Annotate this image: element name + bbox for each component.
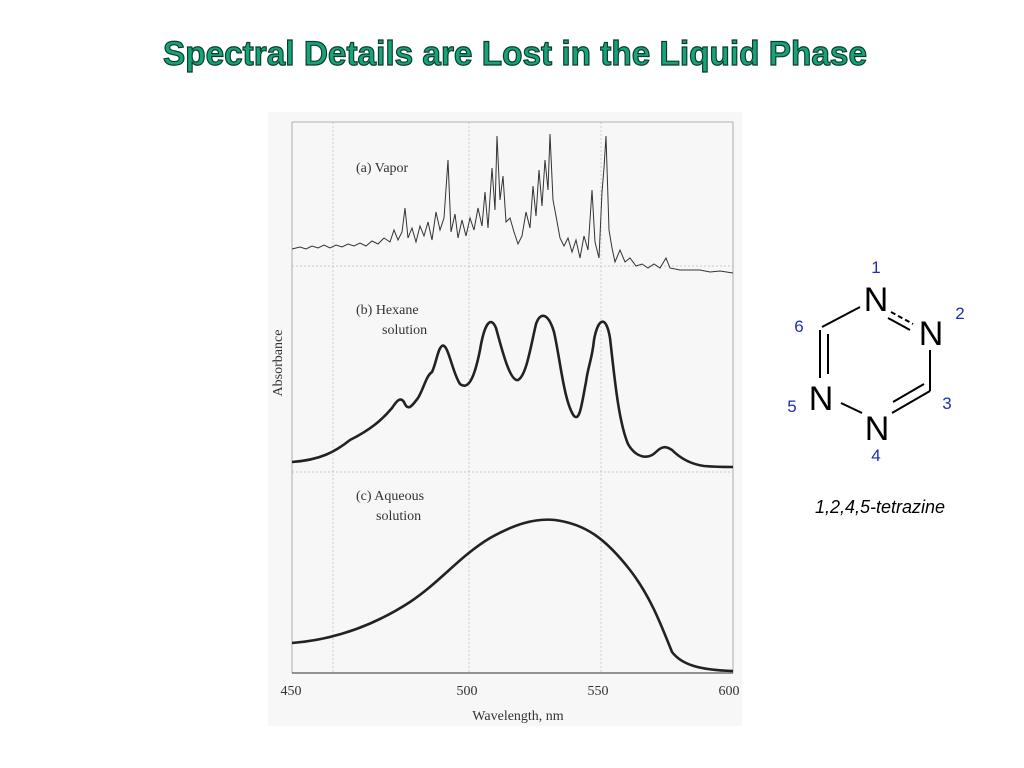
grid bbox=[292, 122, 733, 673]
x-tick-label: 550 bbox=[588, 684, 609, 699]
aqueous-spectrum bbox=[291, 518, 734, 673]
panel-label: solution bbox=[382, 323, 427, 338]
x-axis-label: Wavelength, nm bbox=[472, 709, 564, 724]
x-tick-label: 600 bbox=[719, 684, 740, 699]
panel-label: (a) Vapor bbox=[356, 161, 409, 176]
ring-bonds bbox=[819, 306, 931, 414]
panel-label: (b) Hexane bbox=[356, 303, 419, 318]
position-number: 4 bbox=[871, 446, 880, 465]
position-number: 1 bbox=[871, 258, 880, 277]
figure-frame bbox=[291, 121, 734, 674]
x-tick-label: 450 bbox=[281, 684, 302, 699]
position-number: 2 bbox=[955, 304, 964, 323]
position-number: 6 bbox=[794, 317, 803, 336]
y-axis-label: Absorbance bbox=[271, 330, 286, 397]
panel-label: solution bbox=[376, 509, 421, 524]
atom-label: N bbox=[919, 315, 944, 353]
atom-label: N bbox=[864, 281, 889, 319]
panel-label: (c) Aqueous bbox=[356, 489, 424, 504]
slide-title: Spectral Details are Lost in the Liquid … bbox=[163, 35, 867, 73]
hexane-spectrum bbox=[291, 314, 734, 469]
atom-label: N bbox=[865, 410, 890, 448]
atom-label: N bbox=[809, 380, 834, 418]
position-number: 3 bbox=[942, 394, 951, 413]
position-number: 5 bbox=[787, 397, 796, 416]
x-tick-label: 500 bbox=[457, 684, 478, 699]
vapor-spectrum bbox=[291, 133, 734, 274]
molecule-name: 1,2,4,5-tetrazine bbox=[815, 497, 945, 517]
